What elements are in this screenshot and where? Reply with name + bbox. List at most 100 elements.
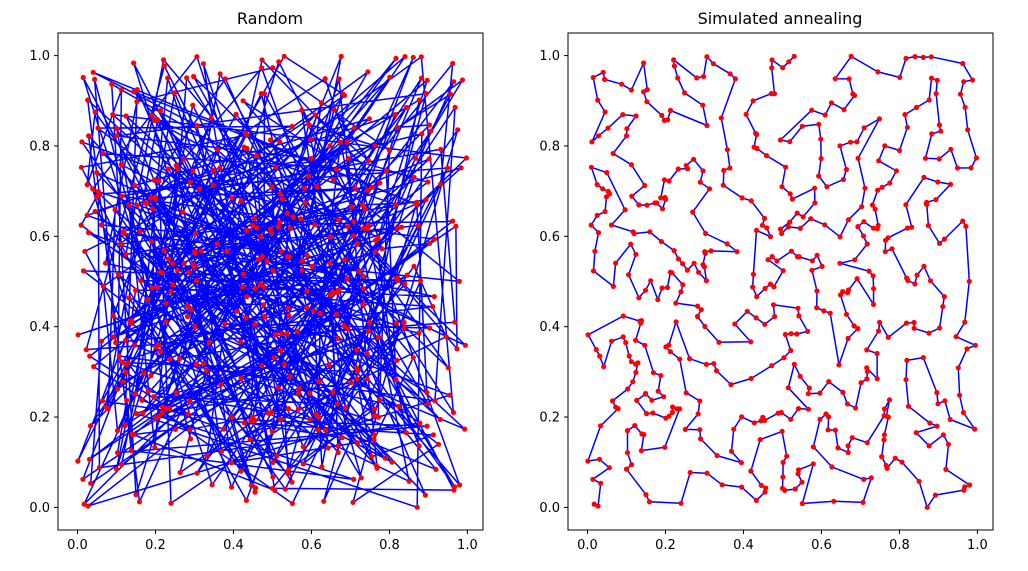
- city-point: [229, 414, 235, 420]
- city-point: [364, 226, 370, 232]
- city-point: [277, 139, 283, 145]
- city-point: [228, 460, 234, 466]
- city-point: [937, 240, 943, 246]
- city-point: [702, 323, 708, 330]
- city-point: [360, 301, 367, 307]
- city-point: [864, 376, 870, 382]
- city-point: [318, 100, 325, 106]
- city-point: [855, 155, 861, 161]
- city-point: [304, 288, 310, 294]
- city-point: [330, 389, 336, 395]
- city-point: [698, 307, 704, 313]
- city-point: [113, 340, 119, 346]
- city-point: [361, 286, 367, 292]
- city-point: [286, 467, 292, 473]
- city-point: [317, 310, 323, 316]
- city-point: [360, 273, 366, 279]
- city-point: [450, 60, 456, 67]
- city-point: [187, 427, 193, 433]
- city-point: [427, 240, 433, 246]
- city-point: [606, 191, 613, 197]
- city-point: [196, 186, 203, 192]
- city-point: [275, 224, 281, 230]
- city-point: [704, 54, 710, 60]
- city-point: [667, 349, 674, 355]
- city-point: [304, 252, 310, 258]
- city-point: [881, 406, 888, 412]
- city-point: [295, 391, 301, 397]
- city-point: [921, 174, 927, 180]
- city-point: [395, 277, 401, 284]
- city-point: [754, 294, 760, 300]
- tick-layer: 0.0 0.2 0.4 0.6 0.8 1.0 0.0 0.2 0.4 0.6 0.8 1.0: [29, 49, 477, 553]
- city-point: [414, 504, 420, 510]
- city-point: [403, 430, 409, 436]
- city-point: [750, 98, 756, 104]
- city-point: [190, 168, 196, 174]
- city-point: [343, 405, 349, 411]
- city-point: [395, 403, 402, 409]
- city-point: [359, 202, 366, 208]
- city-point: [342, 257, 348, 263]
- city-point: [647, 229, 653, 235]
- city-point: [782, 487, 788, 493]
- city-point: [684, 267, 691, 273]
- city-point: [252, 321, 258, 327]
- city-point: [306, 173, 312, 179]
- city-point: [602, 76, 608, 82]
- city-point: [719, 482, 725, 488]
- city-point: [181, 260, 187, 266]
- city-point: [596, 456, 603, 462]
- city-point: [882, 143, 888, 149]
- city-point: [110, 112, 116, 118]
- city-point: [861, 219, 867, 225]
- city-point: [433, 466, 439, 472]
- city-point: [210, 182, 216, 188]
- city-point: [307, 416, 313, 422]
- city-point: [418, 75, 425, 81]
- city-point: [351, 125, 357, 131]
- city-point: [598, 423, 604, 429]
- city-point: [243, 315, 249, 321]
- city-point: [247, 437, 253, 443]
- city-point: [172, 426, 178, 432]
- city-point: [960, 409, 967, 416]
- city-point: [913, 430, 919, 436]
- city-point: [642, 287, 649, 293]
- city-point: [677, 406, 683, 412]
- city-point: [754, 131, 760, 138]
- city-point: [884, 465, 890, 471]
- city-point: [899, 459, 905, 465]
- city-point: [700, 168, 706, 174]
- city-point: [905, 403, 912, 409]
- city-point: [624, 428, 631, 434]
- city-point: [787, 219, 793, 225]
- city-point: [188, 307, 194, 313]
- city-point: [278, 248, 284, 254]
- city-point: [145, 297, 151, 303]
- city-point: [95, 125, 101, 131]
- city-point: [403, 104, 410, 111]
- city-point: [167, 406, 173, 412]
- city-point: [287, 373, 293, 379]
- city-point: [796, 467, 802, 473]
- city-point: [664, 284, 671, 291]
- city-point: [864, 347, 870, 353]
- city-point: [344, 139, 350, 145]
- city-point: [869, 202, 876, 208]
- city-point: [743, 111, 749, 117]
- city-point: [451, 79, 457, 85]
- city-point: [193, 230, 199, 237]
- city-point: [452, 484, 458, 490]
- city-point: [789, 196, 796, 202]
- tour-path: [77, 55, 468, 509]
- city-point: [229, 195, 235, 201]
- city-point: [874, 226, 880, 232]
- city-point: [277, 191, 283, 197]
- city-point: [206, 339, 212, 345]
- city-point: [366, 328, 372, 334]
- city-point: [828, 100, 835, 106]
- city-point: [96, 465, 102, 471]
- city-point: [456, 278, 462, 284]
